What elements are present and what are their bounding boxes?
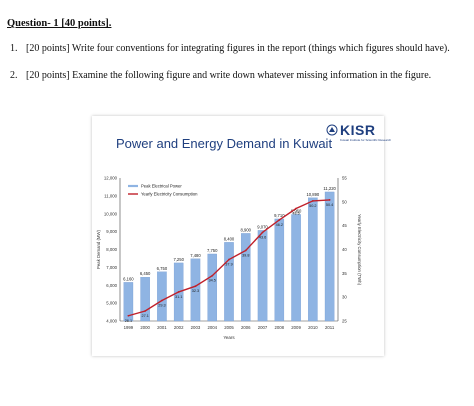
question-2: 2. [20 points] Examine the following fig… (10, 70, 460, 84)
line-point (278, 219, 281, 221)
bar-value-label: 8,900 (241, 227, 252, 232)
line-point (295, 207, 297, 210)
bar-value-label: 9,960 (291, 208, 302, 213)
y-tick-label: 8,000 (106, 247, 117, 252)
kisr-logo-text: KISR (340, 122, 376, 138)
chart-title: Power and Energy Demand in Kuwait (116, 136, 333, 151)
x-tick-label: 2004 (207, 325, 217, 330)
x-tick-label: 2001 (157, 325, 167, 330)
question-2-text: [20 points] Examine the following figure… (26, 70, 432, 81)
line-point (244, 249, 247, 252)
x-tick-label: 2003 (191, 325, 201, 330)
bar (224, 242, 234, 322)
x-tick-label: 1999 (124, 325, 134, 330)
chart-svg: 12,000 11,000 10,000 9,000 8,000 7,000 6,000 5,… (96, 176, 362, 341)
line-point (177, 291, 180, 293)
line-point (261, 231, 264, 234)
y-tick-label: 5,000 (106, 301, 117, 306)
bar (140, 277, 150, 322)
bar (190, 258, 201, 322)
bar-value-label: 6,450 (140, 271, 151, 276)
y-tick-label: 9,000 (106, 229, 117, 234)
bar (324, 191, 335, 322)
y-tick-label: 7,000 (106, 265, 117, 270)
question-1-number: 1. (10, 43, 18, 54)
y2-tick-label: 25 (342, 319, 347, 324)
line-value-label: 32.3 (192, 289, 199, 293)
line-value-label: 27.1 (141, 314, 148, 318)
x-tick-label: 2000 (140, 325, 150, 330)
x-tick-label: 2009 (291, 325, 301, 330)
x-axis-label: Years (223, 335, 235, 340)
line-point (144, 310, 147, 312)
x-tick-label: 2007 (258, 325, 268, 330)
bar (308, 197, 318, 322)
bar (241, 233, 251, 322)
question-1: 1. [20 points] Write four conventions fo… (10, 43, 450, 69)
line-value-label: 31.1 (175, 295, 182, 299)
kisr-emblem-icon (326, 124, 338, 136)
legend-line-label: Yearly Electricity Consumption (141, 192, 198, 197)
question-2-number: 2. (10, 70, 18, 81)
line-point (127, 314, 130, 317)
kisr-logo-subtext: Kuwait Institute for Scientific Research (340, 138, 392, 142)
y2-tick-label: 50 (342, 199, 347, 204)
bar (207, 253, 217, 322)
line-point (161, 299, 163, 302)
x-tick-label: 2005 (224, 325, 234, 330)
bar-value-label: 10,890 (306, 192, 319, 197)
line-value-label: 39.8 (242, 253, 249, 257)
x-tick-label: 2010 (308, 325, 318, 330)
y-axis-label: Peak Demand (MW) (96, 229, 101, 268)
y-tick-label: 11,000 (104, 193, 117, 198)
x-tick-label: 2008 (275, 325, 285, 330)
question-1-text: [20 points] Write four conventions for i… (26, 43, 450, 54)
y-tick-label: 4,000 (106, 319, 117, 324)
bar-value-label: 8,400 (224, 236, 235, 241)
bar-value-label: 6,750 (157, 266, 168, 271)
y-tick-label: 10,000 (104, 211, 118, 216)
line-point (328, 199, 331, 201)
line-value-label: 48.6 (292, 212, 299, 216)
bar-value-label: 11,220 (323, 186, 336, 191)
y2-tick-label: 40 (342, 247, 347, 252)
x-tick-label: 2002 (174, 325, 184, 330)
line-value-label: 50.2 (309, 204, 316, 208)
bar-value-label: 9,710 (274, 213, 285, 218)
question-heading: Question- 1 [40 points]. (7, 18, 112, 29)
chart-figure: KISR Kuwait Institute for Scientific Res… (92, 116, 391, 356)
bar (123, 282, 134, 322)
bar-value-label: 7,250 (173, 257, 184, 262)
bar-value-label: 6,160 (123, 276, 134, 281)
y-tick-label: 12,000 (104, 176, 118, 181)
y-tick-label: 6,000 (106, 283, 117, 288)
line-value-label: 29.3 (158, 304, 165, 308)
line-value-label: 50.4 (326, 203, 333, 207)
y2-tick-label: 35 (342, 271, 347, 276)
bar (257, 230, 268, 322)
bar (157, 271, 167, 322)
y2-tick-label: 55 (342, 176, 347, 181)
bar (291, 214, 301, 322)
line-point (194, 285, 197, 288)
bar-value-label: 9,070 (257, 224, 268, 229)
y2-tick-label: 45 (342, 223, 347, 228)
legend-bar-label: Peak Electrical Power (141, 184, 182, 189)
x-tick-label: 2011 (325, 325, 335, 330)
x-tick-label: 2006 (241, 325, 251, 330)
line-value-label: 43.6 (259, 235, 266, 239)
y2-axis-label: Yearly Electricity Consumption (TWh) (357, 214, 362, 286)
line-point (228, 258, 230, 261)
line-value-label: 34.5 (209, 279, 216, 283)
line-value-label: 26.1 (125, 319, 132, 323)
line-point (311, 199, 314, 202)
bar (274, 218, 285, 322)
y2-tick-label: 30 (342, 295, 347, 300)
line-value-label: 37.9 (225, 263, 232, 267)
bar-value-label: 7,750 (207, 248, 218, 253)
line-point (211, 274, 214, 277)
line-value-label: 46.2 (276, 223, 283, 227)
bar-value-label: 7,480 (190, 253, 201, 258)
